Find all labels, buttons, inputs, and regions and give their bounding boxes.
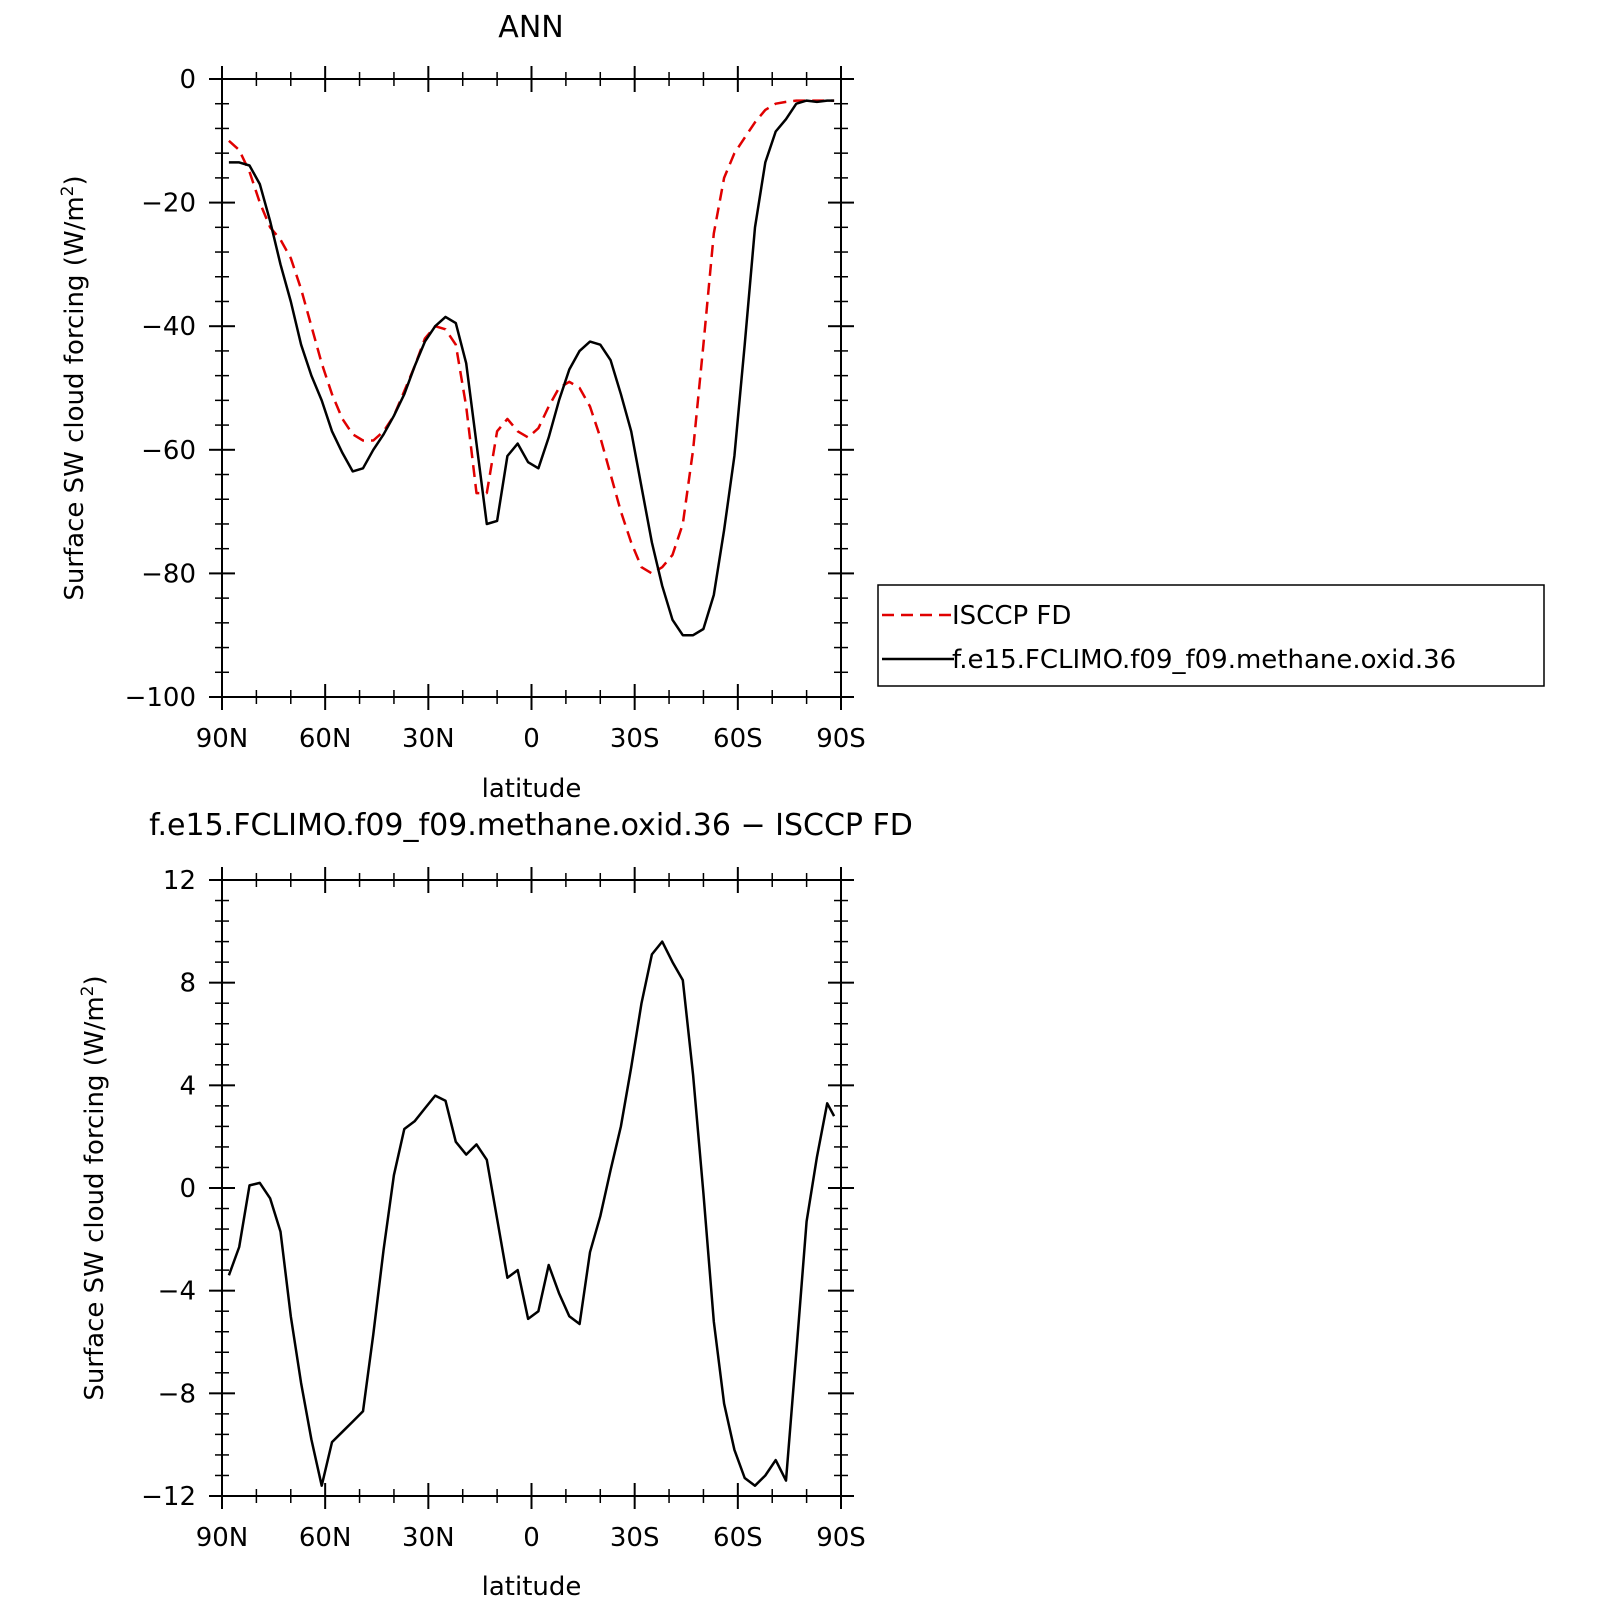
x-tick-label: 90N <box>196 1523 249 1553</box>
x-tick-label: 30N <box>402 1523 455 1553</box>
plot-frame <box>221 78 842 698</box>
x-tick-label: 60N <box>299 724 352 754</box>
y-tick-label: 8 <box>179 969 196 999</box>
x-tick-label: 90S <box>816 1523 866 1553</box>
y-axis-label: Surface SW cloud forcing (W/m2) <box>58 175 90 600</box>
series-line-2 <box>228 99 835 637</box>
y-tick-label: −4 <box>158 1277 196 1307</box>
x-tick-label: 0 <box>523 1523 540 1553</box>
legend-box <box>877 584 1545 687</box>
x-tick-label: 30S <box>610 1523 660 1553</box>
y-tick-label: −8 <box>158 1379 196 1409</box>
y-tick-label: −12 <box>141 1482 196 1512</box>
legend-label: f.e15.FCLIMO.f09_f09.methane.oxid.36 <box>952 645 1456 675</box>
y-tick-label: −80 <box>141 559 196 589</box>
chart-title: f.e15.FCLIMO.f09_f09.methane.oxid.36 − I… <box>149 808 913 843</box>
x-tick-label: 60S <box>713 724 763 754</box>
y-tick-label: 12 <box>163 866 196 896</box>
y-tick-label: −40 <box>141 312 196 342</box>
chart-title: ANN <box>498 10 563 45</box>
series-line-1 <box>228 99 835 575</box>
y-tick-label: 0 <box>179 1174 196 1204</box>
x-tick-label: 90S <box>816 724 866 754</box>
x-tick-label: 60N <box>299 1523 352 1553</box>
chart-panel-2: f.e15.FCLIMO.f09_f09.methane.oxid.36 − I… <box>78 808 913 1602</box>
x-tick-label: 60S <box>713 1523 763 1553</box>
series-line-1 <box>227 940 836 1487</box>
y-tick-label: 0 <box>179 65 196 95</box>
legend-label: ISCCP FD <box>952 601 1071 631</box>
chart-panel-1: ANN 90N 60N 30N 0 30S 60S 90S 0 −20 −40 −60 −80 −100 l… <box>58 10 1545 804</box>
x-tick-label: 30N <box>402 724 455 754</box>
y-tick-label: −100 <box>125 683 196 713</box>
y-tick-label: −60 <box>141 436 196 466</box>
x-tick-label: 0 <box>523 724 540 754</box>
y-axis-label: Surface SW cloud forcing (W/m2) <box>78 975 110 1400</box>
y-tick-label: 4 <box>179 1071 196 1101</box>
x-axis-label: latitude <box>482 1572 582 1602</box>
x-axis-label: latitude <box>482 774 582 804</box>
y-tick-label: −20 <box>141 189 196 219</box>
legend: ISCCP FD f.e15.FCLIMO.f09_f09.methane.oxi… <box>877 584 1545 687</box>
x-tick-label: 30S <box>610 724 660 754</box>
plot-frame <box>221 879 842 1497</box>
x-tick-label: 90N <box>196 724 249 754</box>
